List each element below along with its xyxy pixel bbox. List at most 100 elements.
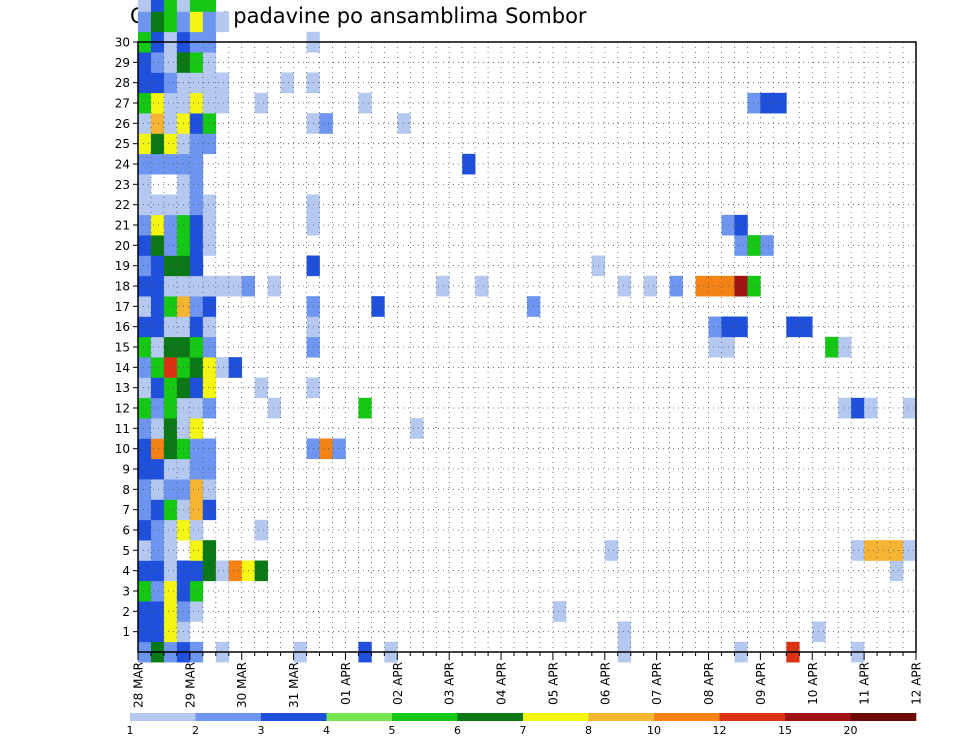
heatmap-cell <box>163 438 178 460</box>
heatmap-cell <box>189 397 204 419</box>
heatmap-cell <box>851 397 865 419</box>
heatmap-cell <box>138 621 152 643</box>
heatmap-cell <box>358 92 372 114</box>
y-tick-label: 17 <box>115 300 130 314</box>
heatmap-cell <box>695 275 709 297</box>
heatmap-cell <box>189 52 204 73</box>
y-tick-label: 24 <box>115 158 130 172</box>
heatmap-cell <box>319 438 333 460</box>
heatmap-cell <box>150 336 165 358</box>
heatmap-cell <box>163 418 178 439</box>
heatmap-cell <box>138 194 152 216</box>
heatmap-cell <box>189 0 204 12</box>
heatmap-cell <box>734 316 748 338</box>
heatmap-cell <box>254 560 268 582</box>
heatmap-cell <box>617 275 632 297</box>
legend-level-label: 2 <box>192 724 199 737</box>
heatmap-cell <box>150 153 165 175</box>
heatmap-cell <box>202 357 217 378</box>
heatmap-cell <box>138 92 152 114</box>
dotted-grid <box>138 42 916 652</box>
legend-level-label: 7 <box>520 724 527 737</box>
y-tick-label: 15 <box>115 341 130 355</box>
heatmap-cells <box>138 0 917 663</box>
x-axis-ticks: 28 MAR 29 MAR 30 MAR 31 MAR 01 APR 02 APR 03 A… <box>132 652 924 708</box>
heatmap-cell <box>189 113 204 134</box>
heatmap-cell <box>163 540 178 561</box>
heatmap-cell <box>163 194 178 216</box>
y-tick-label: 29 <box>115 56 130 70</box>
heatmap-cell <box>150 113 165 134</box>
heatmap-cell <box>851 540 865 561</box>
heatmap-cell <box>890 540 904 561</box>
heatmap-cell <box>189 438 204 460</box>
heatmap-cell <box>189 153 204 175</box>
heatmap-cell <box>189 174 204 195</box>
heatmap-cell <box>138 214 152 236</box>
heatmap-cell <box>202 438 217 460</box>
heatmap-cell <box>215 11 230 33</box>
heatmap-cell <box>189 560 204 582</box>
heatmap-cell <box>150 418 165 439</box>
x-tick-label: 06 APR <box>598 662 612 705</box>
heatmap-cell <box>189 72 204 94</box>
heatmap-cell <box>138 235 152 256</box>
heatmap-cell <box>138 72 152 94</box>
heatmap-cell <box>150 397 165 419</box>
y-tick-label: 10 <box>115 442 130 456</box>
y-tick-label: 5 <box>122 544 130 558</box>
y-tick-label: 13 <box>115 381 130 395</box>
legend-level-label: 10 <box>647 724 661 737</box>
heatmap-cell <box>280 72 294 94</box>
legend-swatch <box>850 713 917 721</box>
heatmap-cell <box>138 52 152 73</box>
heatmap-cell <box>189 11 204 33</box>
heatmap-cell <box>150 621 165 643</box>
heatmap-cell <box>163 357 178 378</box>
heatmap-cell <box>163 621 178 643</box>
heatmap-cell <box>163 0 178 12</box>
heatmap-cell <box>189 92 204 114</box>
heatmap-cell <box>163 113 178 134</box>
heatmap-cell <box>150 580 165 602</box>
heatmap-cell <box>734 214 748 236</box>
heatmap-cell <box>163 72 178 94</box>
heatmap-cell <box>760 235 774 256</box>
heatmap-cell <box>138 11 152 33</box>
heatmap-cell <box>150 92 165 114</box>
legend-swatch <box>130 713 196 721</box>
heatmap-cell <box>163 519 178 541</box>
heatmap-cell <box>189 235 204 256</box>
heatmap-cell <box>163 255 178 277</box>
heatmap-cell <box>138 418 152 439</box>
heatmap-cell <box>202 194 217 216</box>
x-tick-label: 04 APR <box>495 662 509 705</box>
heatmap-cell <box>163 316 178 338</box>
heatmap-cell <box>138 458 152 480</box>
heatmap-cell <box>138 519 152 541</box>
heatmap-cell <box>202 479 217 500</box>
heatmap-cell <box>150 438 165 460</box>
heatmap-cell <box>150 275 165 297</box>
y-tick-label: 4 <box>122 564 130 578</box>
heatmap-cell <box>150 296 165 317</box>
x-tick-label: 07 APR <box>650 662 664 705</box>
heatmap-cell <box>643 275 657 297</box>
heatmap-cell <box>138 560 152 582</box>
x-tick-label: 30 MAR <box>235 662 249 708</box>
heatmap-cell <box>163 11 178 33</box>
heatmap-cell <box>747 92 761 114</box>
heatmap-cell <box>215 357 230 378</box>
heatmap-cell <box>163 92 178 114</box>
heatmap-cell <box>202 540 217 561</box>
heatmap-cell <box>669 275 683 297</box>
heatmap-cell <box>189 357 204 378</box>
x-tick-label: 11 APR <box>858 662 872 705</box>
heatmap-cell <box>138 174 152 195</box>
x-tick-label: 12 APR <box>910 662 924 705</box>
heatmap-cell <box>163 397 178 419</box>
heatmap-cell <box>150 214 165 236</box>
y-tick-label: 16 <box>115 320 130 334</box>
heatmap-cell <box>215 275 230 297</box>
legend-swatch <box>654 713 720 721</box>
